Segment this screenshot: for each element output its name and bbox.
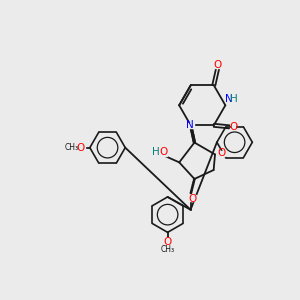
Text: N: N (225, 94, 232, 104)
Bar (218, 151, 225, 156)
Bar (231, 124, 236, 129)
Bar (73, 145, 85, 150)
Bar (158, 150, 167, 156)
Text: O: O (217, 148, 225, 158)
Text: H: H (230, 94, 238, 104)
Bar (164, 240, 171, 245)
Text: O: O (214, 59, 222, 70)
Bar (215, 63, 220, 68)
Text: O: O (230, 122, 238, 132)
Text: O: O (159, 147, 167, 157)
Bar (189, 196, 196, 201)
Text: H: H (152, 147, 160, 157)
Bar (227, 97, 235, 103)
Text: O: O (188, 194, 196, 204)
Bar (188, 123, 194, 128)
Text: O: O (164, 237, 172, 247)
Text: N: N (186, 120, 194, 130)
Text: O: O (76, 143, 85, 153)
Text: CH₃: CH₃ (160, 245, 175, 254)
Text: CH₃: CH₃ (64, 143, 78, 152)
